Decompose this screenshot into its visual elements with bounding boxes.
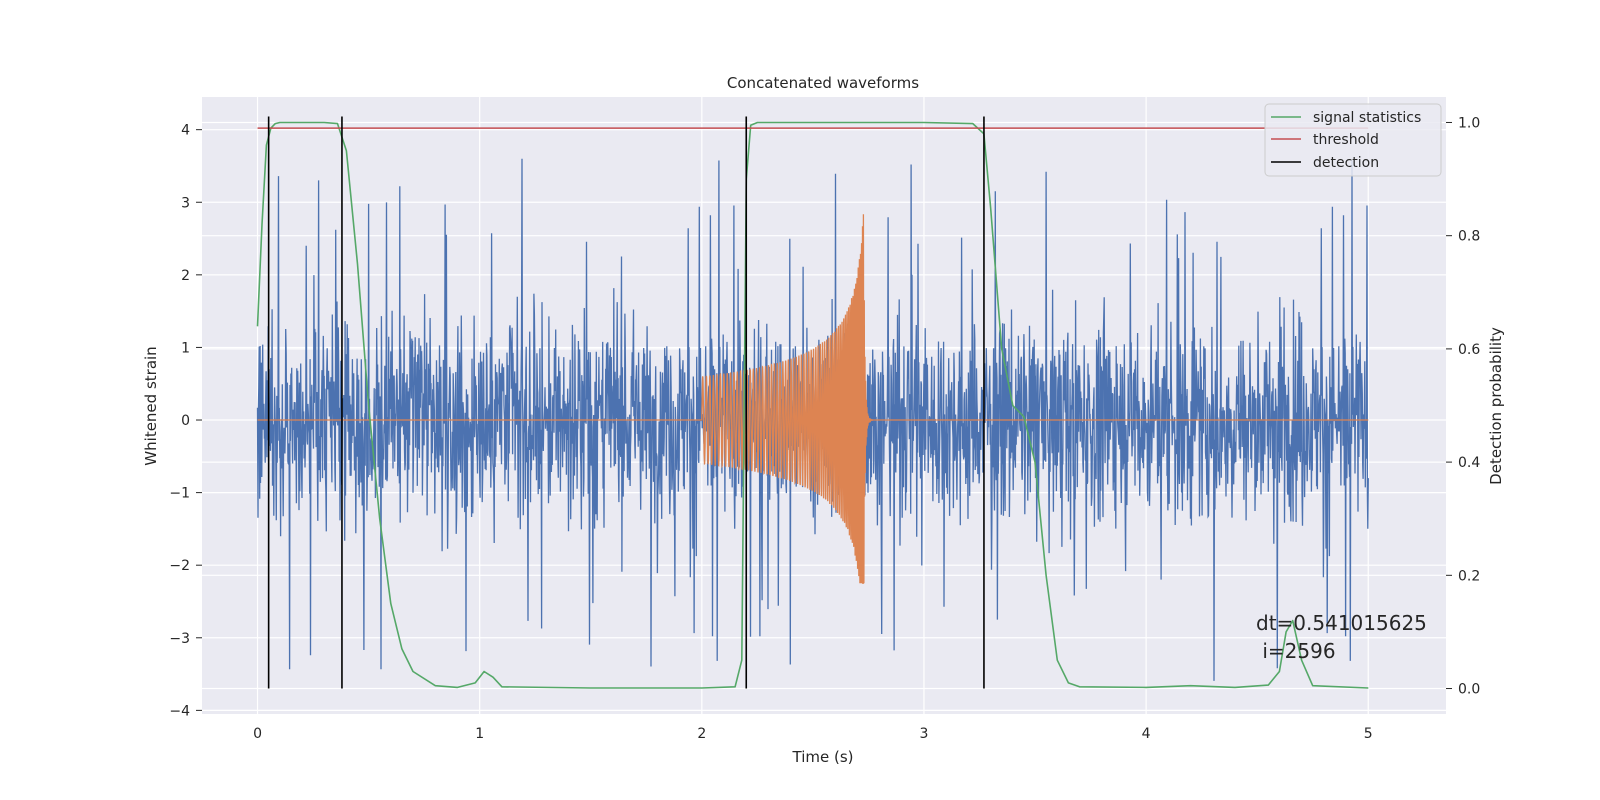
y-tick-label: 2 — [181, 268, 190, 284]
x-axis-title: Time (s) — [792, 748, 854, 766]
y2-tick-label: 1.0 — [1458, 115, 1480, 131]
y2-tick-label: 0.0 — [1458, 682, 1480, 698]
y2-tick-label: 0.8 — [1458, 229, 1480, 245]
legend-box — [1264, 103, 1442, 177]
legend-label-detection: detection — [1313, 155, 1379, 171]
x-axis: 0 1 2 3 4 5 — [253, 726, 1373, 742]
chart-title: Concatenated waveforms — [727, 74, 919, 92]
y-tick-label: 4 — [181, 123, 190, 139]
y-tick-label: −4 — [169, 703, 190, 719]
chirp-series — [257, 214, 1369, 584]
legend-label-signal: signal statistics — [1313, 110, 1421, 126]
annotation-i: i=2596 — [1256, 639, 1336, 663]
y2-tick-label: 0.4 — [1458, 455, 1480, 471]
y2-axis-title: Detection probability — [1487, 327, 1505, 485]
annotation-dt: dt=0.541015625 — [1256, 611, 1427, 635]
y-tick-label: −2 — [169, 558, 190, 574]
legend-label-threshold: threshold — [1313, 132, 1379, 148]
y-tick-label: 1 — [181, 340, 190, 356]
y-tick-label: 3 — [181, 195, 190, 211]
x-tick-label: 4 — [1142, 726, 1151, 742]
y-axis-left: −4 −3 −2 −1 0 1 2 3 4 — [169, 123, 202, 719]
y-tick-label: −3 — [169, 631, 190, 647]
y-axis-title: Whitened strain — [142, 346, 160, 465]
legend: signal statistics threshold detection — [1264, 103, 1442, 177]
chirp-line — [257, 214, 1369, 584]
y-axis-right: 0.0 0.2 0.4 0.6 0.8 1.0 — [1446, 115, 1480, 698]
x-tick-label: 1 — [475, 726, 484, 742]
x-tick-label: 0 — [253, 726, 262, 742]
y2-tick-label: 0.2 — [1458, 568, 1480, 584]
y2-tick-label: 0.6 — [1458, 342, 1480, 358]
y-tick-label: 0 — [181, 413, 190, 429]
y-tick-label: −1 — [169, 486, 190, 502]
x-tick-label: 5 — [1364, 726, 1373, 742]
x-tick-label: 2 — [697, 726, 706, 742]
detection-lines — [267, 116, 985, 689]
x-tick-label: 3 — [920, 726, 929, 742]
